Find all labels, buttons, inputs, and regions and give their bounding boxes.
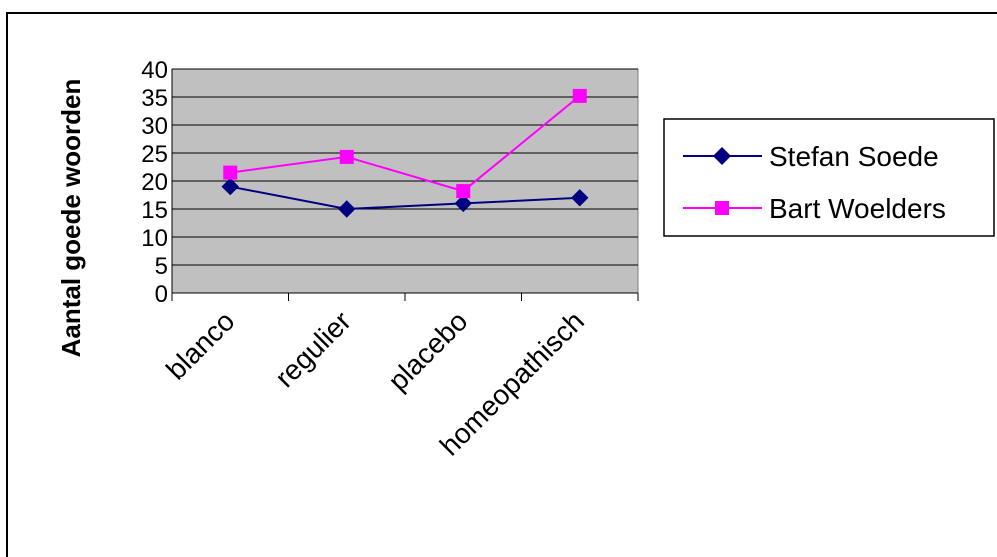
y-tick-label: 15 bbox=[141, 197, 168, 224]
y-tick-label: 35 bbox=[141, 85, 168, 112]
legend-label-series-1: Stefan Soede bbox=[769, 141, 939, 172]
legend-label-series-2: Bart Woelders bbox=[769, 193, 946, 224]
x-tick-label: placebo bbox=[382, 305, 473, 396]
x-tick-label: regulier bbox=[269, 305, 357, 393]
legend-marker-series-2 bbox=[715, 201, 729, 215]
series-2-point bbox=[572, 88, 587, 103]
series-1-point bbox=[338, 200, 356, 218]
legend-box bbox=[663, 118, 995, 237]
series-2-point bbox=[339, 149, 354, 164]
series-2-point bbox=[223, 165, 238, 180]
y-tick-label: 0 bbox=[155, 281, 168, 308]
series-1-point bbox=[571, 189, 589, 207]
y-tick-label: 40 bbox=[141, 57, 168, 84]
series-line-2 bbox=[230, 95, 581, 193]
series-line-1 bbox=[230, 185, 580, 211]
x-tick-label: blanco bbox=[160, 305, 240, 385]
y-tick-label: 20 bbox=[141, 169, 168, 196]
chart-frame bbox=[6, 12, 997, 557]
y-tick-label: 10 bbox=[141, 225, 168, 252]
series-1-point bbox=[454, 194, 472, 213]
series-2-point bbox=[456, 184, 471, 199]
gridlines bbox=[172, 68, 638, 266]
y-tick-label: 5 bbox=[155, 253, 168, 280]
y-tick-label: 25 bbox=[141, 141, 168, 168]
series-1-point bbox=[221, 177, 239, 196]
legend: Stefan Soede Bart Woelders bbox=[663, 118, 995, 237]
legend-marker-series-1 bbox=[713, 147, 731, 165]
y-axis-title: Aantal goede woorden bbox=[56, 79, 86, 358]
y-tick-label: 30 bbox=[141, 113, 168, 140]
series-layer bbox=[221, 88, 589, 218]
